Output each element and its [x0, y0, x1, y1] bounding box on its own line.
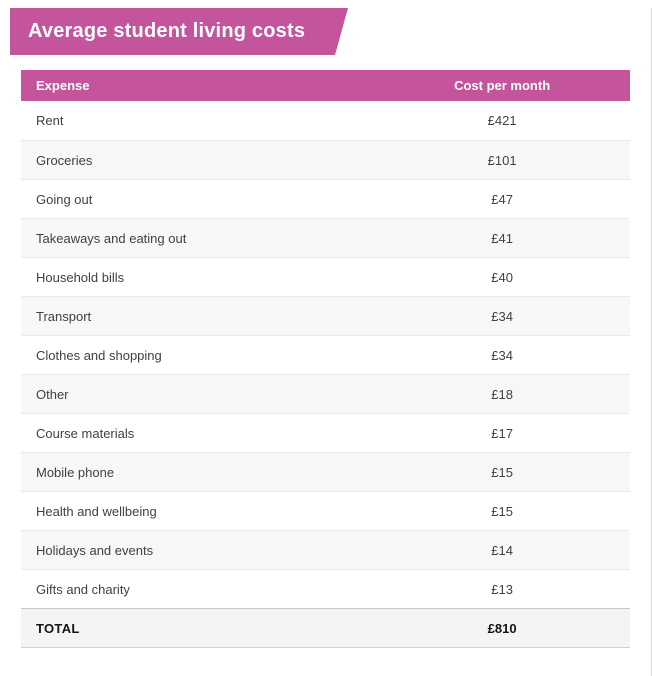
expense-label: Health and wellbeing: [36, 503, 157, 519]
table-body: Rent £421 Groceries £101 Going out £47 T…: [21, 101, 630, 608]
expense-label: Course materials: [36, 425, 135, 441]
table-total-row: TOTAL £810: [21, 608, 630, 648]
total-value: £810: [487, 620, 517, 636]
table-row: Mobile phone £15: [21, 452, 630, 491]
expense-value: £34: [491, 308, 513, 324]
expense-label: Going out: [36, 191, 93, 207]
table-row: Holidays and events £14: [21, 530, 630, 569]
expense-label: Household bills: [36, 269, 125, 285]
expense-value: £40: [491, 269, 513, 285]
table-row: Household bills £40: [21, 257, 630, 296]
expense-value: £101: [487, 152, 517, 168]
expense-label: Holidays and events: [36, 542, 154, 558]
table-row: Going out £47: [21, 179, 630, 218]
expense-value: £17: [491, 425, 513, 441]
table-row: Health and wellbeing £15: [21, 491, 630, 530]
title-banner: Average student living costs: [10, 8, 348, 55]
column-header-cost: Cost per month: [454, 78, 551, 93]
table-row: Groceries £101: [21, 140, 630, 179]
page-title: Average student living costs: [28, 20, 306, 42]
expense-value: £13: [491, 581, 513, 597]
expense-label: Other: [36, 386, 69, 402]
table-row: Clothes and shopping £34: [21, 335, 630, 374]
expense-value: £15: [491, 464, 513, 480]
expense-label: Transport: [36, 308, 92, 324]
expense-label: Gifts and charity: [36, 581, 130, 597]
table-header-row: Expense Cost per month: [21, 70, 630, 101]
expense-label: Groceries: [36, 152, 93, 168]
expense-value: £15: [491, 503, 513, 519]
expense-label: Clothes and shopping: [36, 347, 162, 363]
table-row: Rent £421: [21, 101, 630, 140]
table-row: Other £18: [21, 374, 630, 413]
table-row: Gifts and charity £13: [21, 569, 630, 608]
expense-label: Takeaways and eating out: [36, 230, 187, 246]
living-costs-table: Expense Cost per month Rent £421 Groceri…: [21, 70, 630, 648]
expense-value: £34: [491, 347, 513, 363]
table-row: Takeaways and eating out £41: [21, 218, 630, 257]
expense-value: £47: [491, 191, 513, 207]
column-header-expense: Expense: [36, 78, 90, 93]
expense-value: £14: [491, 542, 513, 558]
table-row: Course materials £17: [21, 413, 630, 452]
expense-value: £18: [491, 386, 513, 402]
expense-value: £41: [491, 230, 513, 246]
expense-value: £421: [487, 113, 517, 128]
total-label: TOTAL: [36, 620, 80, 636]
table-row: Transport £34: [21, 296, 630, 335]
expense-label: Rent: [36, 113, 64, 128]
expense-label: Mobile phone: [36, 464, 115, 480]
